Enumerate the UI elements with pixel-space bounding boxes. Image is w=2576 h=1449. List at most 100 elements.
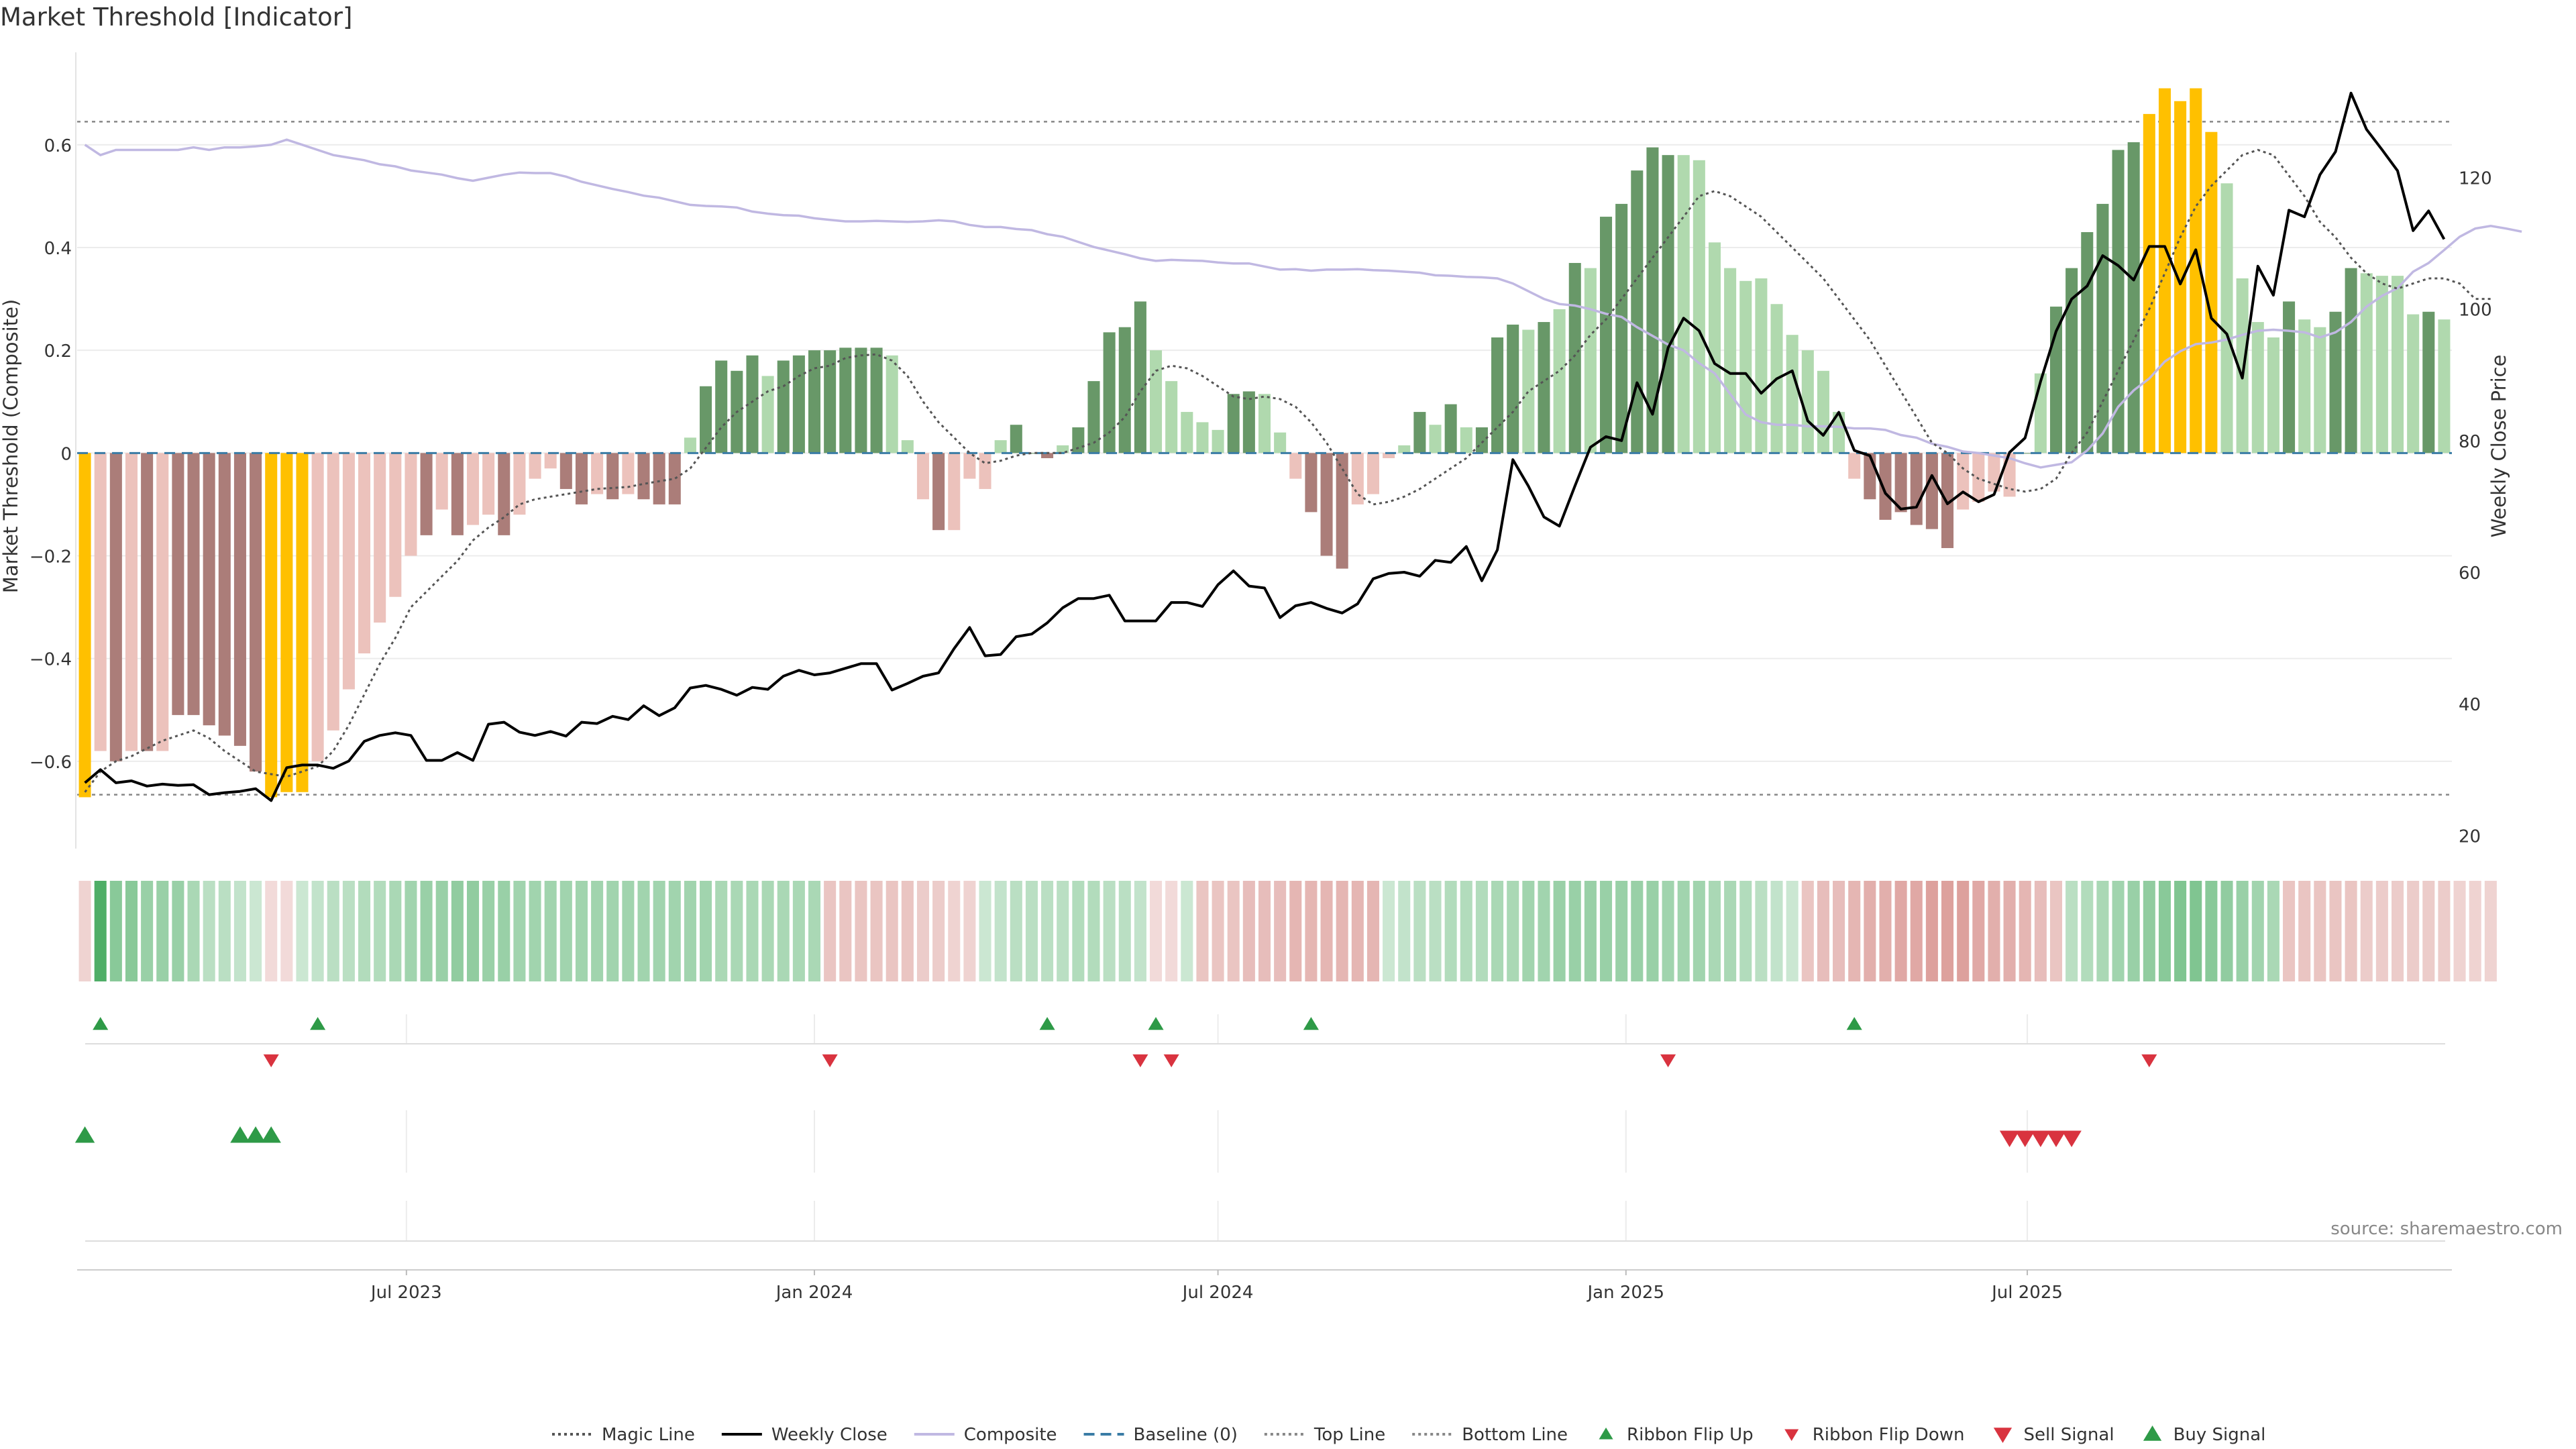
ribbon-cell xyxy=(233,881,246,981)
ribbon-cell xyxy=(2049,881,2063,981)
ribbon-cell xyxy=(1894,881,1907,981)
ribbon-cell xyxy=(172,881,184,981)
ribbon-cell xyxy=(916,881,930,981)
composite-bar xyxy=(1041,453,1054,458)
composite-bar xyxy=(342,453,355,690)
ribbon-cell xyxy=(1491,881,1504,981)
y-tick-label-right: 80 xyxy=(2459,432,2481,452)
signal-markers xyxy=(74,1017,2157,1147)
composite-bar xyxy=(1274,432,1287,453)
ribbon-cell xyxy=(1817,881,1829,981)
ribbon-flip-down-marker xyxy=(2141,1054,2157,1067)
ribbon-cell xyxy=(2422,881,2435,981)
composite-bar xyxy=(1491,337,1504,453)
ribbon-cell xyxy=(870,881,883,981)
composite-bar xyxy=(808,350,821,453)
ribbon-cell xyxy=(1925,881,1938,981)
ribbon-cell xyxy=(1305,881,1318,981)
ribbon-cell xyxy=(1351,881,1364,981)
ribbon-cell xyxy=(1134,881,1146,981)
ribbon-cell xyxy=(885,881,898,981)
ribbon-cell xyxy=(1025,881,1038,981)
ribbon-cell xyxy=(606,881,619,981)
ribbon-cell xyxy=(637,881,650,981)
composite-bar xyxy=(2407,314,2420,453)
composite-bar xyxy=(265,453,278,798)
ribbon-cell xyxy=(435,881,448,981)
buy-signal-marker xyxy=(230,1126,250,1143)
composite-bar xyxy=(1398,445,1411,453)
composite-bar xyxy=(1366,453,1379,494)
legend-swatch xyxy=(2143,1426,2162,1441)
ribbon-cell xyxy=(2298,881,2311,981)
composite-bar xyxy=(715,360,728,453)
composite-bar xyxy=(141,453,154,751)
ribbon-cell xyxy=(746,881,759,981)
composite-bar xyxy=(792,355,805,453)
ribbon-cell xyxy=(700,881,712,981)
ribbon-cell xyxy=(1522,881,1535,981)
composite-bar xyxy=(296,453,309,792)
ribbon-cell xyxy=(1289,881,1302,981)
ribbon-cell xyxy=(78,881,91,981)
signal-panels xyxy=(85,1014,2445,1242)
ribbon-cell xyxy=(2205,881,2218,981)
ribbon-cell xyxy=(1755,881,1768,981)
ribbon-cell xyxy=(250,881,262,981)
legend-item: Weekly Close xyxy=(721,1425,888,1445)
ribbon-cell xyxy=(1336,881,1348,981)
composite-bar xyxy=(327,453,339,731)
composite-bar xyxy=(2174,101,2187,453)
composite-bar xyxy=(1801,350,1814,453)
legend-label: Ribbon Flip Down xyxy=(1813,1425,1965,1445)
ribbon-cell xyxy=(901,881,914,981)
buy-signal-marker xyxy=(246,1126,266,1143)
ribbon-cell xyxy=(1708,881,1721,981)
ribbon-cell xyxy=(1786,881,1799,981)
composite-bar xyxy=(979,453,991,489)
composite-bar xyxy=(1677,155,1690,453)
ribbon-cell xyxy=(2143,881,2155,981)
legend-swatch xyxy=(1993,1428,2012,1443)
ribbon-flip-up-marker xyxy=(1846,1017,1862,1030)
ribbon-cell xyxy=(1366,881,1379,981)
y-tick-label-right: 100 xyxy=(2459,301,2492,321)
ribbon-cell xyxy=(2360,881,2373,981)
composite-bar xyxy=(529,453,541,479)
y-axis-right-label: Weekly Close Price xyxy=(2487,355,2510,538)
composite-bar xyxy=(1460,427,1472,453)
ribbon-cell xyxy=(327,881,339,981)
ribbon-cell xyxy=(156,881,169,981)
y-tick-label-right: 40 xyxy=(2459,695,2481,715)
ribbon-cell xyxy=(1568,881,1581,981)
composite-bar xyxy=(1351,453,1364,504)
composite-bar xyxy=(1320,453,1333,556)
composite-bar xyxy=(405,453,417,556)
ribbon-cell xyxy=(1475,881,1488,981)
composite-bar xyxy=(870,347,883,453)
ribbon-cell xyxy=(715,881,728,981)
ribbon-cell xyxy=(1010,881,1022,981)
ribbon-cell xyxy=(932,881,945,981)
y-tick-label-right: 120 xyxy=(2459,168,2492,189)
ribbon-cell xyxy=(622,881,635,981)
ribbon-cell xyxy=(575,881,588,981)
ribbon-cell xyxy=(1507,881,1519,981)
ribbon-cell xyxy=(2283,881,2296,981)
composite-bar xyxy=(466,453,480,525)
composite-bar xyxy=(203,453,215,726)
composite-bar xyxy=(855,347,867,453)
composite-bar xyxy=(2158,88,2171,453)
composite-bar xyxy=(2190,88,2202,453)
composite-bar xyxy=(498,453,511,535)
composite-bar xyxy=(1444,404,1457,453)
ribbon-cell xyxy=(731,881,743,981)
composite-bar xyxy=(435,453,448,510)
composite-bar xyxy=(1010,425,1022,453)
composite-bar xyxy=(2391,276,2404,453)
legend-label: Buy Signal xyxy=(2174,1425,2266,1445)
composite-bar xyxy=(109,453,122,761)
legend-label: Top Line xyxy=(1313,1425,1385,1445)
ribbon-cell xyxy=(2236,881,2249,981)
